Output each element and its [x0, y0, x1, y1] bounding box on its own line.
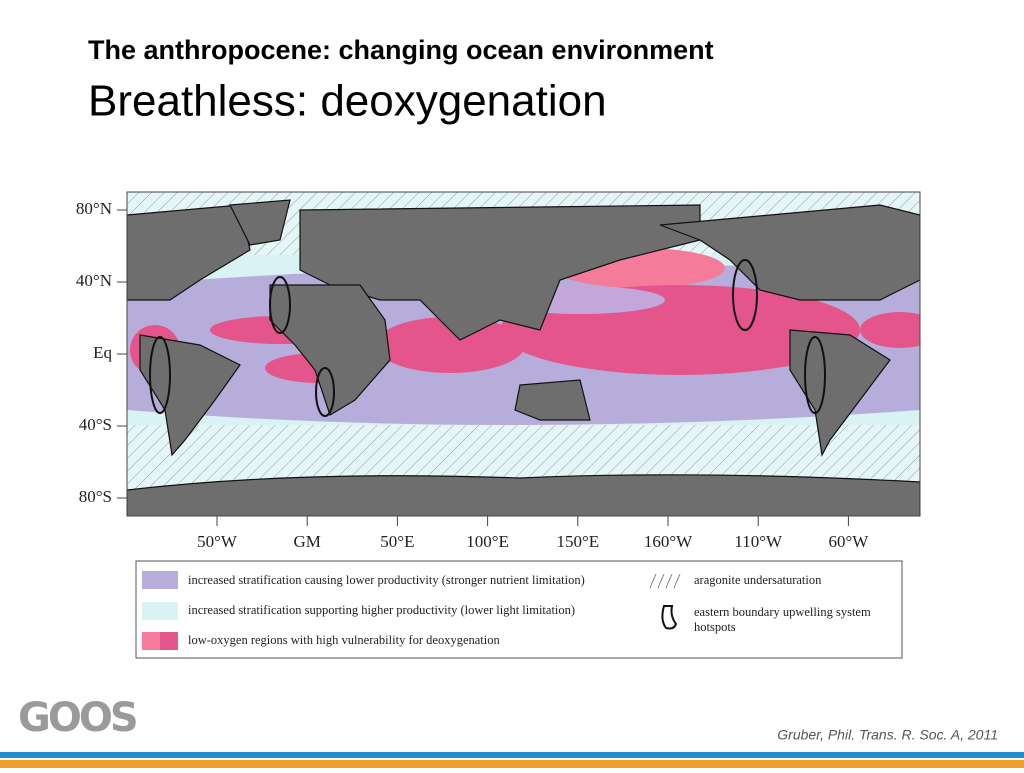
lon-label: 150°E — [556, 532, 599, 551]
legend-swatch — [142, 632, 160, 650]
lat-label: 40°N — [76, 271, 112, 290]
footer-stripe — [0, 760, 1024, 768]
lat-label: Eq — [93, 343, 112, 362]
footer-stripe — [0, 752, 1024, 758]
legend-swatch — [142, 602, 178, 620]
lon-label: 110°W — [734, 532, 783, 551]
legend-label: increased stratification supporting high… — [188, 603, 575, 617]
lon-label: 60°W — [828, 532, 869, 551]
legend-swatch — [142, 571, 178, 589]
lat-label: 40°S — [79, 415, 112, 434]
legend-box — [135, 560, 903, 659]
legend-label-wrap: eastern boundary upwelling system hotspo… — [694, 605, 871, 634]
map — [127, 192, 920, 516]
lat-label: 80°S — [79, 487, 112, 506]
title: The anthropocene: changing ocean environ… — [88, 35, 714, 65]
legend-label: aragonite undersaturation — [694, 573, 822, 587]
legend-label: eastern boundary upwelling system hotspo… — [694, 605, 871, 634]
legend-swatch — [160, 632, 178, 650]
legend-label: increased stratification causing lower p… — [188, 573, 585, 587]
lon-label: 160°W — [644, 532, 693, 551]
lat-label: 80°N — [76, 199, 112, 218]
lon-label: 50°E — [380, 532, 414, 551]
legend-label: low-oxygen regions with high vulnerabili… — [188, 633, 500, 647]
citation: Gruber, Phil. Trans. R. Soc. A, 2011 — [777, 727, 998, 743]
legend-hatch — [649, 573, 681, 589]
logo: GOOS — [18, 695, 136, 741]
lon-label: GM — [293, 532, 320, 551]
lon-label: 50°W — [197, 532, 238, 551]
lon-label: 100°E — [466, 532, 509, 551]
subtitle: Breathless: deoxygenation — [88, 77, 607, 126]
legend-hotspot-icon — [661, 605, 678, 630]
